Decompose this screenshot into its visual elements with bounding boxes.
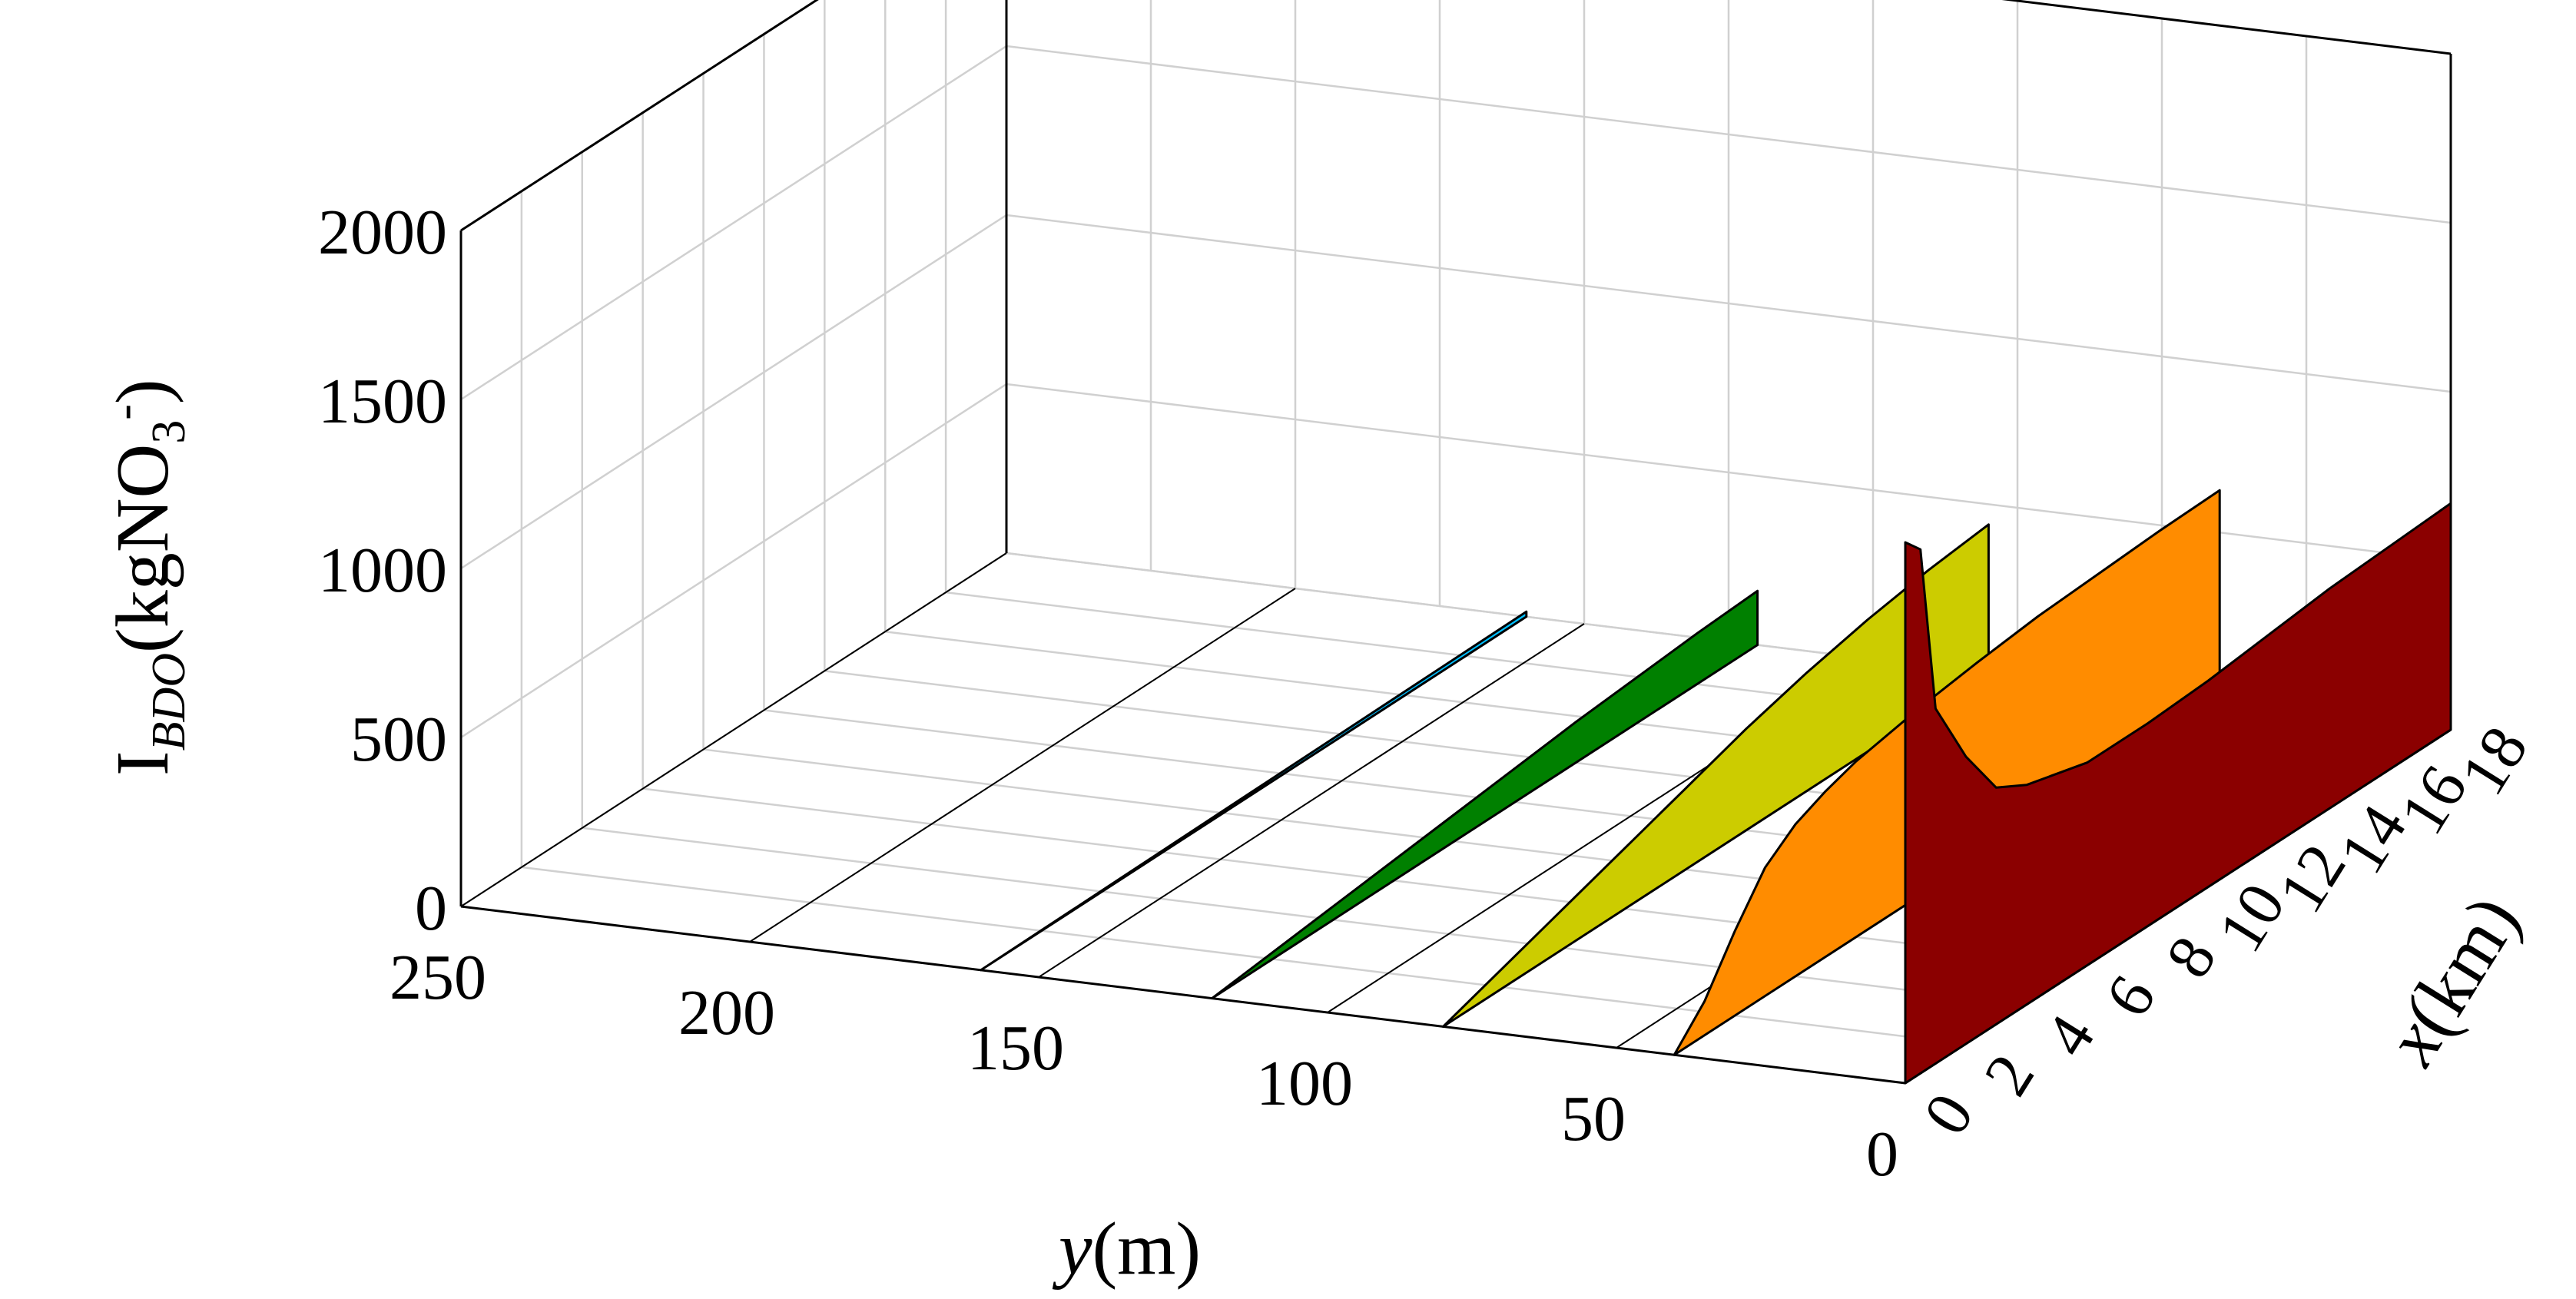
z-axis-title: IBDO(kgNO3-) — [98, 379, 195, 776]
z-tick-label: 0 — [415, 873, 447, 944]
y-tick-label: 0 — [1866, 1118, 1898, 1190]
z-tick-label: 500 — [350, 704, 447, 775]
series-ribbon — [1211, 589, 1759, 1000]
front-y-edge — [460, 905, 1906, 1085]
floor-y-gridline — [1038, 623, 1585, 978]
y-tick-label: 50 — [1561, 1083, 1626, 1155]
left-wall-z-gridline — [460, 0, 819, 232]
floor-y-gridline — [749, 588, 1296, 943]
x-tick-label: 6 — [2092, 964, 2170, 1029]
series-ribbon — [1441, 523, 1990, 1028]
top-left-edge — [460, 0, 819, 232]
z-tick-label: 2000 — [318, 197, 447, 268]
left-wall-z-gridline — [460, 383, 1007, 739]
y-tick-label: 100 — [1256, 1048, 1353, 1119]
top-right-edge — [2001, 0, 2452, 55]
x-tick-label: 2 — [1971, 1042, 2048, 1108]
series-ribbon — [1904, 502, 2452, 1085]
floor-y-gridline — [460, 552, 1007, 907]
x-tick-label: 0 — [1910, 1082, 1988, 1147]
x-axis-title: x(km) — [2369, 882, 2536, 1079]
y-axis-title: y(m) — [1052, 1208, 1201, 1291]
y-tick-label: 150 — [967, 1012, 1064, 1084]
series-ribbons — [980, 489, 2452, 1085]
x-tick-label: 4 — [2031, 1003, 2109, 1069]
z-tick-label: 1500 — [318, 366, 447, 437]
y-tick-label: 200 — [678, 977, 775, 1049]
left-wall-z-gridline — [460, 214, 1007, 570]
series-ribbon — [980, 610, 1528, 972]
y-tick-label: 250 — [390, 942, 486, 1013]
z-tick-label: 1000 — [318, 535, 447, 606]
left-wall-z-gridline — [460, 45, 1007, 401]
